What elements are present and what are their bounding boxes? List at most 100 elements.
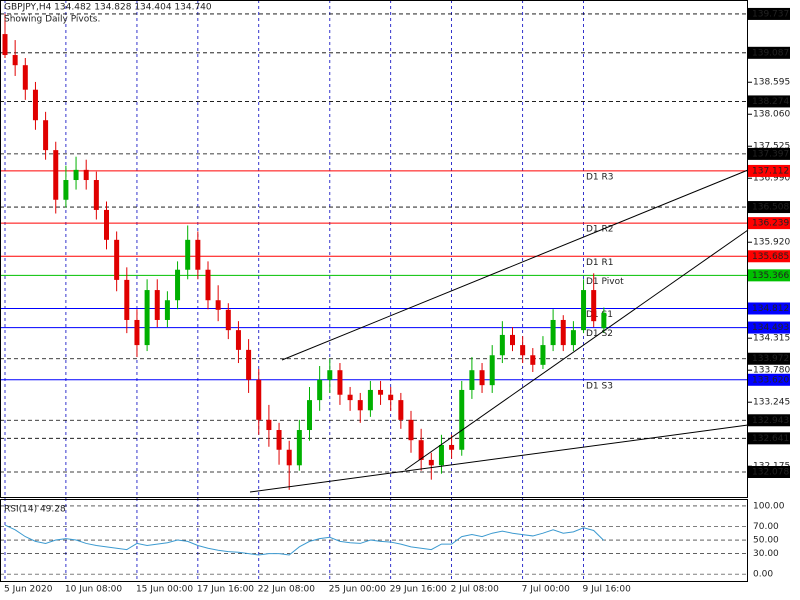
rsi-title: RSI(14) 49.28 [4,505,66,515]
candle-body [327,370,333,380]
x-tick-label: 10 Jun 08:00 [65,585,122,595]
pivot-label: 135.685 [752,252,789,262]
trend-line [249,424,749,493]
pivot-box [748,250,790,263]
pivot-label: 134.812 [752,304,789,314]
candle-body [164,300,170,320]
pivot-label: 134.493 [752,323,789,333]
candle-body [570,330,576,346]
candle-body [134,319,140,346]
rsi-panel-border [0,499,748,582]
pivot-name: D1 R1 [586,258,614,268]
rsi-tick-label: 50.00 [753,536,779,546]
candle-body [53,150,59,200]
candle-body [32,89,38,121]
candle-body [124,279,130,320]
x-tick-label: 5 Jun 2020 [4,585,53,595]
rsi-tick-label: 30.00 [753,549,779,559]
pivot-label: 133.620 [752,375,789,385]
y-tick-label: 137.525 [753,142,790,152]
level-label: 133.972 [752,354,789,364]
candle-body [114,239,120,280]
candle-body [591,290,597,322]
candle-body [93,180,99,210]
y-tick-label: 135.920 [753,238,790,248]
candle-body [367,389,373,411]
candle-body [215,300,221,310]
candle-body [43,120,49,151]
pivot-name: D1 Pivot [586,277,624,287]
rsi-tick-label: 70.00 [753,522,779,532]
rsi-tick-label: 0.00 [753,570,773,580]
trend-line [404,229,749,471]
level-box [748,432,790,445]
pivot-label: 136.239 [752,219,789,229]
level-box [748,201,790,214]
pivot-box [748,164,790,177]
candle-body [449,444,455,450]
level-label: 139.087 [752,48,789,58]
level-label: 138.274 [752,97,789,107]
level-box [748,7,790,20]
x-tick-label: 25 Jun 00:00 [329,585,386,595]
candle-body [489,355,495,386]
level-box [748,147,790,160]
pivot-box [748,321,790,334]
candle-body [469,370,475,390]
candle-body [195,239,201,270]
pivot-name: D1 S3 [586,381,613,391]
candle-body [296,430,302,466]
candle-body [347,394,353,401]
candle-body [307,400,312,431]
x-tick-label: 2 Jul 08:00 [451,585,500,595]
pivot-box [748,217,790,230]
chart-title: GBPJPY,H4 134.482 134.828 134.404 134.74… [4,3,212,13]
pivot-label: 135.366 [752,271,789,281]
candle-body [550,319,556,346]
candle-body [499,334,505,356]
candle-body [73,169,79,181]
x-tick-label: 9 Jul 16:00 [583,585,632,595]
y-tick-label: 136.990 [753,174,790,184]
pivot-label: 137.112 [752,166,789,176]
candle-body [63,180,69,200]
x-tick-label: 15 Jun 00:00 [136,585,193,595]
chart-subtitle: Showing Daily Pivots. [4,15,100,25]
level-box [748,95,790,108]
candle-body [520,345,526,356]
candle-body [438,444,444,466]
x-tick-label: 7 Jul 00:00 [522,585,571,595]
candle-body [418,440,424,460]
pivot-box [748,269,790,282]
candle-body [175,269,181,301]
y-tick-label: 133.780 [753,366,790,376]
candle-body [408,419,414,441]
y-tick-label: 138.595 [753,78,790,88]
candle-body [337,370,343,395]
candle-body [185,239,191,270]
y-tick-label: 133.245 [753,398,790,408]
candle-body [246,349,252,380]
candle-body [601,312,607,329]
candle-body [530,355,536,365]
level-label: 132.943 [752,416,789,426]
candle-body [428,459,434,466]
candle-body [235,330,241,350]
level-label: 136.508 [752,203,789,213]
level-box [748,352,790,365]
candle-body [256,379,262,420]
candle-body [388,394,394,401]
candle-body [144,290,150,346]
level-box [748,46,790,59]
rsi-tick-label: 100.00 [753,501,785,511]
candle-body [510,334,515,346]
pivot-name: D1 R2 [586,225,614,235]
pivot-name: D1 S1 [586,310,613,320]
candle-body [540,345,546,365]
level-label: 132.641 [752,434,789,444]
candle-body [560,319,566,346]
main-panel-border [0,0,748,498]
candle-body [479,370,485,386]
pivot-box [748,302,790,315]
